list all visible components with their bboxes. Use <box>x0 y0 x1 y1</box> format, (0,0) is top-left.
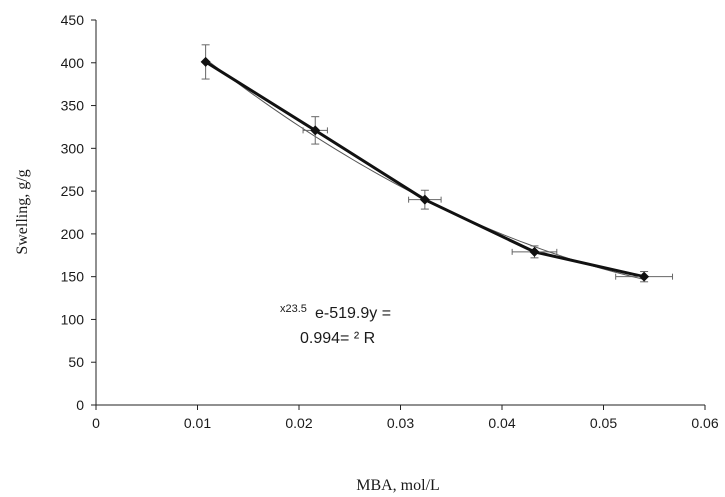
y-tick-label: 200 <box>61 226 85 242</box>
x-ticks: 0 0.01 0.02 0.03 0.04 0.05 0.06 <box>92 405 719 431</box>
y-tick-label: 50 <box>68 354 84 370</box>
y-tick-label: 100 <box>61 311 85 327</box>
data-point-marker <box>200 56 211 67</box>
y-tick-label: 400 <box>61 55 85 71</box>
x-tick-label: 0.04 <box>488 415 515 431</box>
x-tick-label: 0.06 <box>691 415 718 431</box>
x-axis-label: MBA, mol/L <box>356 477 440 494</box>
series-layer <box>200 44 674 283</box>
trendline-curve <box>205 58 645 280</box>
x-tick-label: 0.01 <box>184 415 211 431</box>
data-point-marker <box>639 271 650 282</box>
data-point-marker <box>529 246 540 257</box>
y-tick-label: 350 <box>61 98 85 114</box>
y-tick-label: 150 <box>61 269 85 285</box>
y-tick-label: 450 <box>61 12 85 28</box>
y-tick-label: 250 <box>61 183 85 199</box>
x-tick-label: 0.02 <box>285 415 312 431</box>
x-tick-label: 0 <box>92 415 100 431</box>
y-ticks: 0 50 100 150 200 250 300 350 400 450 <box>61 12 96 413</box>
series-line <box>204 60 645 279</box>
x-tick-label: 0.05 <box>590 415 617 431</box>
data-point-marker <box>310 125 321 136</box>
trendline-equation-text: e-519.9y = <box>315 305 391 322</box>
trendline-equation-superscript: x23.5 <box>280 303 307 315</box>
plot-area: 0 0.01 0.02 0.03 0.04 0.05 0.06 0 50 100 150 200 25… <box>61 12 719 431</box>
y-axis-label: Swelling, g/g <box>14 169 31 254</box>
trendline-r-squared: 0.994= ² R <box>300 330 375 347</box>
y-tick-label: 0 <box>76 397 84 413</box>
trendline-equation: x23.5 e-519.9y = 0.994= ² R <box>280 303 391 347</box>
y-tick-label: 300 <box>61 140 85 156</box>
data-point-marker <box>419 194 430 205</box>
x-tick-label: 0.03 <box>387 415 414 431</box>
